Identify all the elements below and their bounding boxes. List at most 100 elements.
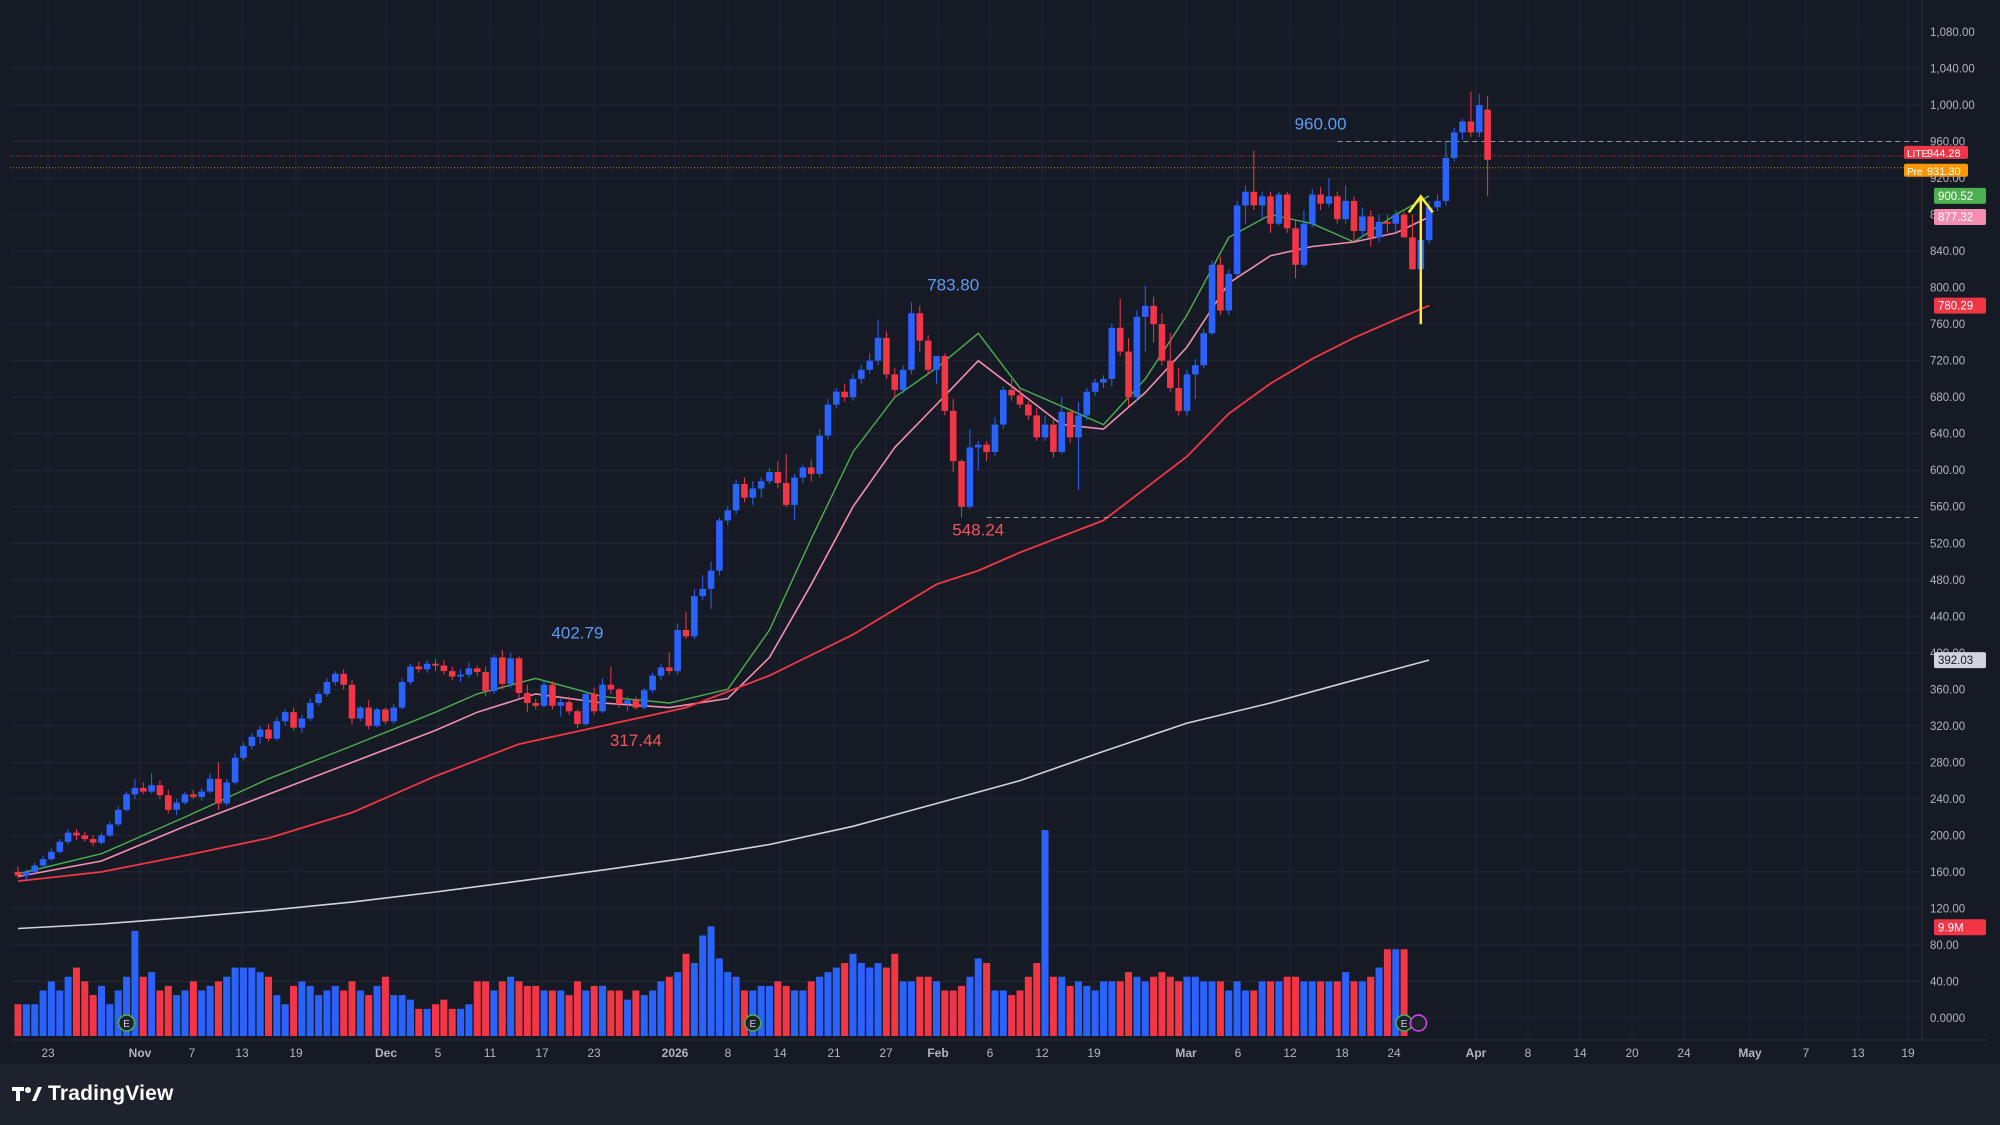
candle-body: [724, 510, 732, 521]
volume-bar: [39, 990, 47, 1036]
candle-body: [1425, 207, 1433, 241]
volume-bar: [14, 1004, 22, 1036]
y-tick-label: 520.00: [1930, 538, 1965, 550]
volume-bar: [749, 990, 757, 1036]
axis-badge-value: 900.52: [1938, 191, 1973, 203]
candle-body: [782, 483, 790, 505]
axis-badge-prefix: LITE: [1907, 149, 1928, 160]
candle-body: [340, 673, 347, 685]
volume-bar: [256, 972, 264, 1036]
volume-bar: [265, 976, 272, 1036]
candle-body: [39, 859, 47, 866]
lightning-event-icon[interactable]: [1409, 1014, 1428, 1032]
x-tick-label: 11: [484, 1046, 497, 1060]
y-tick-label: 160.00: [1930, 867, 1965, 879]
volume-bar: [1008, 995, 1016, 1036]
candle-body: [1050, 424, 1057, 452]
candle-body: [148, 785, 155, 792]
volume-bar: [148, 972, 156, 1036]
candle-body: [123, 794, 130, 810]
x-tick-label: 13: [235, 1046, 249, 1060]
axis-value-badge: [1934, 209, 1986, 226]
volume-bar: [532, 985, 540, 1036]
candle-body: [1308, 194, 1316, 224]
candle-body: [448, 671, 456, 677]
volume-bar: [231, 967, 239, 1036]
volume-bar: [866, 967, 874, 1036]
candle-body: [549, 684, 556, 706]
candle-body: [48, 851, 55, 860]
volume-bar: [457, 1008, 465, 1036]
volume-bar: [398, 995, 406, 1036]
candle-body: [306, 703, 314, 719]
candle-body: [1467, 121, 1475, 133]
volume-bar: [682, 953, 690, 1036]
candle-body: [833, 391, 840, 405]
volume-bar: [1041, 830, 1049, 1036]
candle-body: [749, 488, 757, 498]
candle-body: [1192, 365, 1199, 375]
volume-bar: [857, 963, 865, 1036]
volume-bar: [373, 985, 381, 1036]
candle-body: [1091, 382, 1099, 392]
volume-bar: [1292, 976, 1300, 1036]
volume-bar: [114, 990, 122, 1036]
price-extreme-label: 960.00: [1295, 115, 1347, 134]
candle-body: [1375, 221, 1383, 238]
volume-bar: [323, 990, 331, 1036]
candle-body: [98, 835, 105, 843]
y-tick-label: 840.00: [1930, 246, 1965, 258]
volume-bar: [223, 976, 231, 1036]
candle-body: [281, 712, 289, 722]
earnings-marker-icon[interactable]: [744, 1014, 762, 1032]
volume-bar: [298, 981, 306, 1036]
volume-bar: [1108, 981, 1116, 1036]
volume-bar: [239, 967, 247, 1036]
candle-body: [624, 700, 631, 704]
candle-body: [165, 795, 172, 810]
candle-body: [23, 871, 30, 876]
earnings-marker-icon[interactable]: [117, 1014, 136, 1032]
volume-bar: [607, 990, 615, 1036]
volume-bar: [381, 976, 389, 1036]
brand-name: TradingView: [48, 1082, 174, 1105]
candle-body: [482, 671, 489, 692]
volume-bar: [1158, 972, 1166, 1036]
candle-body: [348, 684, 356, 719]
x-tick-label: 23: [587, 1046, 601, 1060]
candle-body: [949, 410, 957, 462]
volume-bar: [1150, 976, 1158, 1036]
candle-body: [256, 729, 264, 737]
tradingview-brand[interactable]: TradingView: [12, 1082, 174, 1106]
axis-value-badge: [1934, 652, 1986, 669]
x-tick-label: 18: [1335, 1046, 1349, 1060]
x-tick-label: 6: [987, 1046, 994, 1060]
x-tick-label: 24: [1677, 1046, 1691, 1060]
candle-body: [1484, 109, 1491, 160]
volume-bar: [849, 953, 857, 1036]
candle-body: [240, 745, 247, 758]
axis-value-badge: [1934, 919, 1986, 936]
chart-area[interactable]: 0.0000 40.00 80.00 120.00 160.00 200.00 240.00…: [10, 0, 1987, 1064]
volume-bar: [573, 981, 581, 1036]
candle-body: [31, 865, 38, 872]
x-tick-label: Apr: [1466, 1046, 1487, 1060]
volume-bar: [1275, 981, 1283, 1036]
candle-body: [1267, 196, 1274, 224]
volume-bar: [1024, 976, 1032, 1036]
candle-body: [457, 674, 464, 677]
candle-body: [532, 703, 539, 706]
candle-body: [841, 391, 848, 398]
volume-bar: [1066, 985, 1074, 1036]
candle-body: [891, 374, 899, 390]
volume-bar: [1258, 981, 1266, 1036]
volume-bar: [1175, 981, 1183, 1036]
volume-bar: [507, 976, 515, 1036]
volume-bar: [273, 995, 281, 1036]
price-chart[interactable]: 0.0000 40.00 80.00 120.00 160.00 200.00 240.00…: [10, 0, 1987, 1064]
volume-bar: [832, 967, 840, 1036]
footer-bar: [0, 1064, 2000, 1125]
candle-body: [1200, 333, 1207, 366]
volume-bar: [440, 999, 448, 1036]
annotation-arrow-head[interactable]: [1407, 194, 1434, 214]
